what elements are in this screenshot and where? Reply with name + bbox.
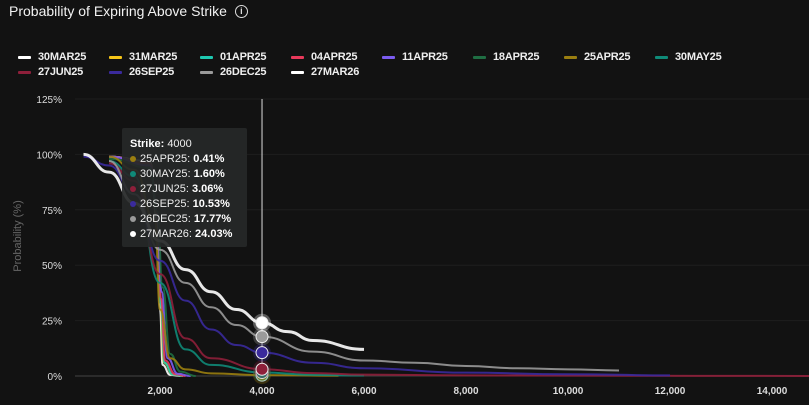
legend-item[interactable]: 01APR25	[200, 51, 291, 63]
legend-item[interactable]: 30MAR25	[18, 51, 109, 63]
legend-swatch	[18, 55, 31, 59]
tooltip-header: Strike: 4000	[130, 136, 247, 151]
y-tick-label: 0%	[48, 372, 63, 383]
tooltip-series-value: 1.60%	[193, 167, 225, 180]
tooltip-series-name: 25APR25	[140, 152, 188, 165]
legend-swatch	[291, 70, 304, 74]
tooltip-dot	[130, 200, 136, 207]
tooltip-dot	[130, 185, 136, 192]
legend-label: 31MAR25	[129, 51, 178, 63]
tooltip-dot	[130, 230, 136, 237]
x-tick-label: 10,000	[553, 386, 584, 397]
y-tick-label: 50%	[42, 261, 62, 272]
tooltip-dot	[130, 215, 136, 222]
tooltip-series-name: 27JUN25	[140, 182, 186, 195]
tooltip-series-name: 26SEP25	[140, 197, 187, 210]
chart-title-bar: Probability of Expiring Above Strike i	[9, 3, 248, 19]
x-tick-label: 12,000	[655, 386, 686, 397]
legend-swatch	[200, 55, 213, 59]
legend-item[interactable]: 26DEC25	[200, 66, 291, 78]
tooltip-series-value: 10.53%	[192, 197, 230, 210]
y-axis-label: Probability (%)	[11, 200, 24, 272]
legend-swatch	[473, 55, 486, 59]
legend-label: 25APR25	[584, 51, 631, 63]
legend-label: 11APR25	[402, 51, 448, 63]
info-icon[interactable]: i	[234, 4, 248, 18]
series-line-27JUN25	[108, 162, 809, 377]
tooltip-dot	[130, 170, 136, 177]
legend-item[interactable]: 04APR25	[291, 51, 382, 63]
legend-item[interactable]: 27MAR26	[291, 66, 382, 78]
legend-label: 26DEC25	[220, 66, 267, 78]
legend-label: 30MAR25	[38, 51, 87, 63]
tooltip-row: 30MAY25: 1.60%	[130, 166, 247, 181]
tooltip-row: 26DEC25: 17.77%	[130, 211, 247, 226]
x-tick-label: 2,000	[148, 386, 173, 397]
legend-swatch	[109, 55, 122, 59]
tooltip-series-value: 0.41%	[193, 152, 225, 165]
hover-marker-27MAR26	[255, 316, 269, 330]
tooltip-strike-label: Strike:	[130, 137, 165, 150]
tooltip-dot	[130, 155, 136, 162]
legend-swatch	[109, 70, 122, 74]
legend-swatch	[564, 55, 577, 59]
legend-label: 27MAR26	[311, 66, 360, 78]
legend-swatch	[18, 70, 31, 74]
x-tick-label: 14,000	[757, 386, 788, 397]
tooltip-row: 25APR25: 0.41%	[130, 151, 247, 166]
tooltip-series-value: 24.03%	[195, 227, 233, 240]
hover-marker-26DEC25	[255, 330, 269, 344]
series-line-26DEC25	[108, 160, 620, 372]
tooltip-row: 27JUN25: 3.06%	[130, 181, 247, 196]
hover-marker-26SEP25	[255, 346, 269, 360]
y-tick-label: 75%	[42, 206, 62, 217]
legend-item[interactable]: 26SEP25	[109, 66, 200, 78]
legend-item[interactable]: 18APR25	[473, 51, 564, 63]
x-tick-label: 4,000	[250, 386, 275, 397]
y-tick-label: 25%	[42, 317, 62, 328]
legend-swatch	[655, 55, 668, 59]
legend-swatch	[382, 55, 395, 59]
legend-label: 26SEP25	[129, 66, 175, 78]
tooltip-series-name: 27MAR26	[140, 227, 189, 240]
tooltip-series-value: 17.77%	[193, 212, 232, 225]
tooltip-series-name: 26DEC25	[140, 212, 188, 225]
tooltip-row: 27MAR26: 24.03%	[130, 226, 247, 241]
legend-label: 27JUN25	[38, 66, 84, 78]
tooltip-row: 26SEP25: 10.53%	[130, 196, 247, 211]
legend-label: 30MAY25	[675, 51, 722, 63]
legend-item[interactable]: 31MAR25	[109, 51, 200, 63]
tooltip-series-value: 3.06%	[191, 182, 224, 195]
y-tick-label: 100%	[36, 150, 62, 161]
tooltip-strike-value: 4000	[167, 137, 192, 150]
tooltip-series-name: 30MAY25	[140, 167, 188, 180]
legend: 30MAR25 31MAR25 01APR25 04APR25 11APR25 18APR…	[18, 51, 808, 78]
legend-swatch	[200, 70, 213, 74]
x-tick-label: 8,000	[454, 386, 479, 397]
legend-label: 04APR25	[311, 51, 358, 63]
x-tick-label: 6,000	[352, 386, 377, 397]
legend-swatch	[291, 55, 304, 59]
legend-item[interactable]: 11APR25	[382, 51, 473, 63]
legend-item[interactable]: 25APR25	[564, 51, 655, 63]
y-tick-label: 125%	[36, 95, 62, 106]
hover-marker-27JUN25	[255, 362, 269, 376]
chart-title: Probability of Expiring Above Strike	[9, 3, 227, 19]
legend-item[interactable]: 30MAY25	[655, 51, 746, 63]
legend-label: 18APR25	[493, 51, 540, 63]
legend-label: 01APR25	[220, 51, 267, 63]
tooltip: Strike: 4000 25APR25: 0.41% 30MAY25: 1.60…	[122, 128, 247, 247]
legend-item[interactable]: 27JUN25	[18, 66, 109, 78]
